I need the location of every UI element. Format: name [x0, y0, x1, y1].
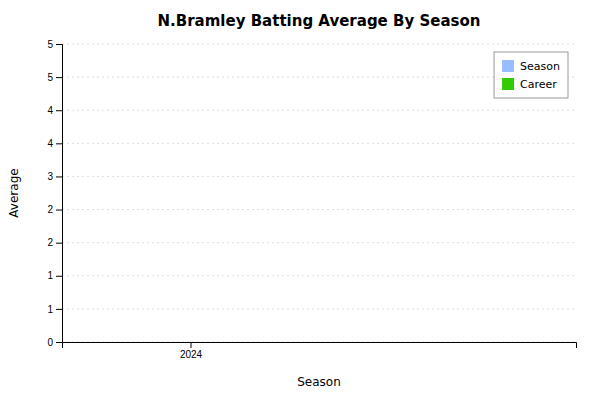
y-tick: 1 [47, 304, 62, 315]
title: N.Bramley Batting Average By Season [158, 12, 481, 30]
tick-mark [56, 342, 62, 343]
tick-mark [56, 276, 62, 277]
tick-mark [56, 110, 62, 111]
y-tick: 1 [47, 270, 62, 281]
tick-label: 2 [47, 237, 53, 248]
tick-label: 4 [47, 105, 53, 116]
tick-label: 2024 [180, 349, 203, 360]
plot: 2024 0 1 1 2 2 3 4 4 5 5 Season Career [47, 39, 576, 360]
x-axis: 2024 [63, 342, 577, 360]
legend-label: Season [520, 60, 560, 73]
legend-item: Season [502, 60, 560, 73]
grid [62, 44, 576, 342]
grid-line [62, 209, 576, 210]
tick-mark [56, 176, 62, 177]
legend-box [494, 52, 568, 98]
tick-mark [56, 243, 62, 244]
tick-mark [56, 77, 62, 78]
grid-line [62, 110, 576, 111]
tick-mark [56, 210, 62, 211]
tick-mark [191, 342, 192, 348]
legend-swatch [502, 78, 514, 90]
y-tick: 5 [47, 72, 62, 83]
legend-item: Career [502, 78, 557, 91]
tick-label: 1 [47, 304, 53, 315]
y-tick: 3 [47, 171, 62, 182]
y-axis-label: Average [7, 168, 21, 217]
tick-label: 1 [47, 270, 53, 281]
tick-label: 5 [47, 72, 53, 83]
y-tick: 4 [47, 138, 62, 149]
y-tick: 4 [47, 105, 62, 116]
tick-label: 5 [47, 39, 53, 50]
x-axis-label: Season [297, 375, 341, 389]
grid-line [62, 176, 576, 177]
y-axis: 0 1 1 2 2 3 4 4 5 5 [47, 39, 62, 348]
grid-line [62, 242, 576, 243]
grid-line [62, 275, 576, 276]
axis-line [63, 343, 577, 349]
chart: 2024 0 1 1 2 2 3 4 4 5 5 Season Career N.Bramley Batt… [0, 0, 600, 400]
tick-mark [56, 44, 62, 45]
legend: Season Career [494, 52, 568, 98]
legend-label: Career [520, 78, 557, 91]
tick-mark [56, 143, 62, 144]
tick-label: 0 [47, 337, 53, 348]
y-tick: 2 [47, 204, 62, 215]
y-tick: 5 [47, 39, 62, 50]
axis-line [56, 45, 63, 343]
grid-line [62, 308, 576, 309]
tick-label: 2 [47, 204, 53, 215]
legend-swatch [502, 60, 514, 72]
y-tick: 0 [47, 337, 62, 348]
tick-label: 3 [47, 171, 53, 182]
x-tick: 2024 [180, 342, 203, 360]
grid-line [62, 44, 576, 45]
grid-line [62, 143, 576, 144]
y-tick: 2 [47, 237, 62, 248]
tick-mark [56, 309, 62, 310]
tick-label: 4 [47, 138, 53, 149]
